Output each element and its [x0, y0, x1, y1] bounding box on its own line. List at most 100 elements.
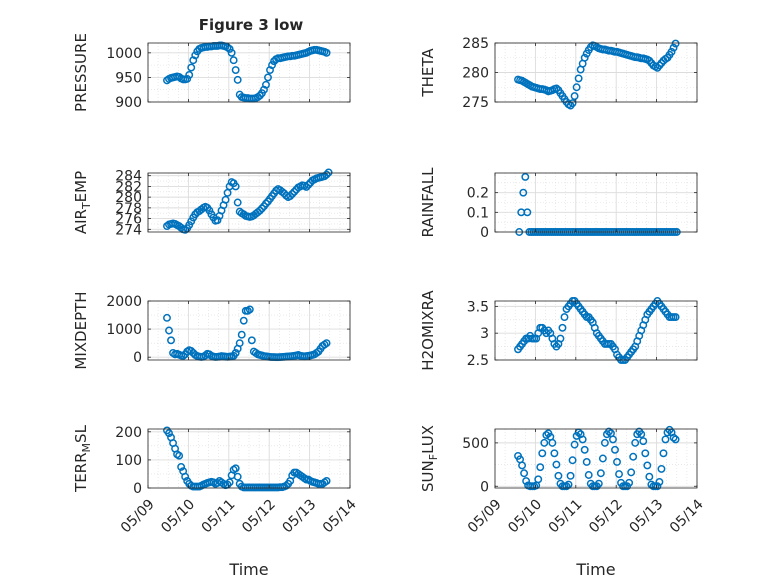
data-point [282, 481, 291, 490]
data-point [231, 464, 240, 473]
data-point [637, 430, 646, 439]
axes-frame [147, 172, 351, 233]
data-point [566, 471, 575, 480]
data-point [645, 472, 654, 481]
x-tick-label: 05/14 [320, 496, 360, 536]
data-point [671, 39, 680, 48]
data-point [594, 479, 603, 488]
data-point [245, 305, 254, 314]
data-point [268, 61, 276, 70]
subplot-theta: 275 280 285 THETA [419, 36, 698, 111]
data-point [225, 44, 234, 53]
data-point [521, 172, 530, 181]
data-point [669, 43, 678, 52]
x-tick-label: 05/14 [667, 496, 707, 536]
data-point [661, 435, 670, 444]
y-tick-label: 280 [115, 190, 142, 206]
data-point [556, 334, 565, 343]
y-tick-label: 3 [480, 326, 489, 342]
figure-title: Figure 3 low [199, 16, 304, 34]
y-tick-label: 0 [133, 481, 142, 497]
data-point [302, 183, 311, 191]
data-point [552, 84, 561, 93]
data-point [604, 427, 613, 436]
data-point [257, 204, 266, 213]
data-point [598, 454, 607, 463]
data-point [568, 456, 577, 465]
ylabel-subscript: M [80, 443, 93, 453]
data-point [255, 206, 264, 215]
data-point [322, 339, 331, 348]
data-point [669, 433, 678, 442]
y-tick-label: 282 [115, 179, 142, 195]
axes-frame [494, 428, 698, 489]
y-tick-label: 284 [115, 169, 142, 185]
series-air_temp [163, 168, 333, 234]
data-point [615, 470, 623, 479]
tick-marks [147, 300, 351, 360]
y-axis-label: RAINFALL [419, 167, 437, 238]
y-tick-label: 2.5 [467, 353, 489, 369]
data-point [264, 73, 272, 82]
data-point [582, 458, 591, 466]
tick-marks [494, 42, 698, 103]
tick-marks [494, 429, 698, 488]
data-point [518, 461, 527, 470]
data-point [213, 216, 222, 225]
x-tick-label: 05/09 [465, 496, 505, 536]
tick-marks [494, 173, 698, 233]
y-tick-label: 100 [115, 453, 142, 469]
x-tick-label: 05/09 [118, 496, 158, 536]
ylabel-part: TERR [72, 452, 90, 493]
data-point [227, 48, 236, 57]
y-axis-label: AIRTEMP [72, 171, 93, 234]
tick-marks [147, 429, 351, 489]
ylabel-part: EMP [72, 171, 90, 202]
y-tick-label: 0.2 [467, 186, 489, 202]
data-point [522, 477, 531, 486]
ylabel-subscript: T [80, 202, 93, 210]
data-point [288, 189, 297, 198]
tick-marks [147, 43, 351, 103]
ylabel-subscript: F [427, 454, 440, 460]
data-point [304, 180, 313, 189]
data-point [600, 438, 609, 447]
data-point [177, 462, 186, 471]
data-point [324, 168, 333, 177]
data-point [550, 449, 559, 458]
data-point [187, 347, 196, 355]
ylabel-part: SL [72, 424, 90, 443]
data-point [519, 188, 528, 197]
axes-frame [147, 428, 351, 489]
y-tick-label: 274 [115, 222, 142, 238]
data-point [231, 182, 240, 191]
data-point [667, 47, 676, 56]
data-point [613, 458, 621, 466]
data-point [233, 198, 242, 207]
x-tick-label: 05/13 [627, 496, 667, 536]
data-point [596, 469, 605, 478]
data-point [286, 192, 295, 201]
data-point [659, 449, 668, 458]
data-point [534, 475, 543, 484]
y-tick-label: 0 [480, 479, 489, 495]
y-axis-label: THETA [419, 48, 437, 98]
data-point [560, 313, 569, 322]
x-tick-label: 05/12 [239, 496, 279, 536]
data-point [572, 83, 581, 92]
data-point [548, 438, 557, 447]
data-point [183, 74, 192, 83]
y-tick-label: 200 [115, 425, 142, 441]
x-axis-label: Time [228, 560, 268, 579]
tick-marks [147, 173, 351, 232]
series-mixdepth [163, 305, 331, 362]
data-point [523, 208, 532, 217]
data-point [540, 438, 549, 447]
data-point [262, 80, 270, 89]
series-sun_flux [514, 425, 680, 491]
data-point [653, 482, 662, 491]
x-tick-label: 05/10 [158, 496, 198, 536]
y-tick-label: 280 [462, 66, 489, 82]
